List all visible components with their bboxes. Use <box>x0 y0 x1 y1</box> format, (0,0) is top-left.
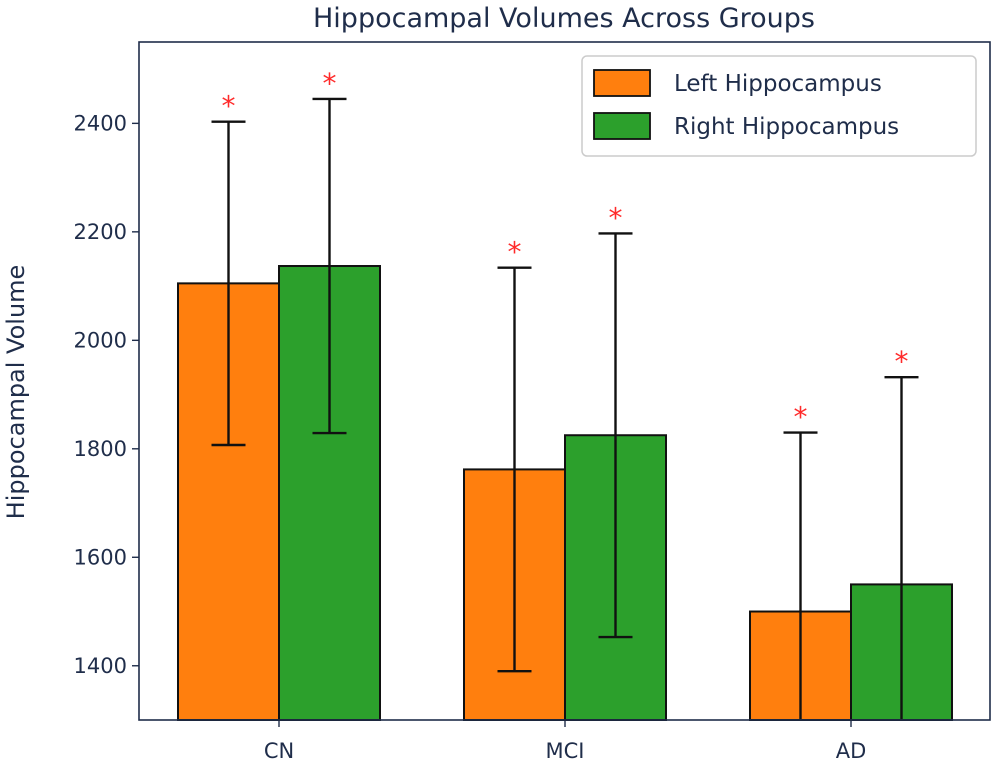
significance-marker: * <box>609 201 623 234</box>
plot-area: 1400 1600 1800 2000 2200 2400 CN MCI AD * * * * * * <box>74 67 953 763</box>
significance-marker: * <box>323 67 337 100</box>
legend: Left Hippocampus Right Hippocampus <box>581 55 977 157</box>
x-tick-label: MCI <box>546 739 585 763</box>
y-tick-label: 2200 <box>74 220 127 244</box>
legend-swatch <box>593 69 651 97</box>
significance-marker: * <box>222 90 236 123</box>
y-axis-label: Hippocampal Volume <box>2 265 30 520</box>
x-tick-label: CN <box>264 739 294 763</box>
chart-title: Hippocampal Volumes Across Groups <box>313 3 815 34</box>
significance-marker: * <box>508 236 522 269</box>
significance-marker: * <box>794 401 808 434</box>
y-tick-label: 1400 <box>74 654 127 678</box>
significance-marker: * <box>895 345 909 378</box>
y-tick-label: 1600 <box>74 545 127 569</box>
x-tick-label: AD <box>836 739 867 763</box>
legend-swatch <box>593 112 651 140</box>
y-tick-label: 1800 <box>74 437 127 461</box>
plot-frame <box>138 41 991 721</box>
legend-label: Right Hippocampus <box>674 114 899 140</box>
y-tick-label: 2400 <box>74 111 127 135</box>
legend-box <box>581 55 977 157</box>
y-tick-label: 2000 <box>74 328 127 352</box>
legend-label: Left Hippocampus <box>674 71 882 97</box>
